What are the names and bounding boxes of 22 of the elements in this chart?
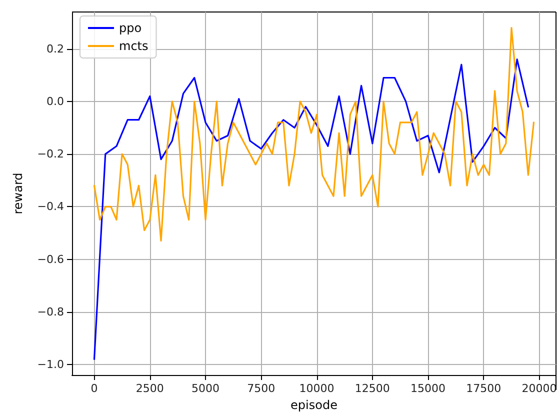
y-tick-label: 0.2 [46,42,64,56]
x-tick-label: 20000 [522,382,557,395]
x-tick-label: 17500 [466,382,502,395]
x-tick-label: 5000 [192,382,220,395]
y-tick-label: −0.8 [37,305,64,318]
y-tick-label: −0.6 [37,252,64,266]
x-tick-label: 15000 [410,382,446,395]
legend-label: ppo [119,21,142,35]
y-tick-label: 0.0 [46,94,64,108]
y-tick-label: −0.4 [37,200,64,214]
y-tick-label: −0.2 [37,148,64,161]
legend-label: mcts [119,39,148,53]
line-series [93,26,535,242]
x-tick-label: 12500 [354,382,390,395]
y-axis-title: reward [11,172,25,214]
x-tick-label: 7500 [247,382,276,395]
line-series [93,58,529,360]
x-axis-title: episode [290,398,338,412]
y-tick-label: −1.0 [37,358,64,371]
x-tick-label: 0 [90,382,98,395]
x-tick-label: 10000 [299,382,334,395]
x-tick-label: 2500 [136,382,164,395]
